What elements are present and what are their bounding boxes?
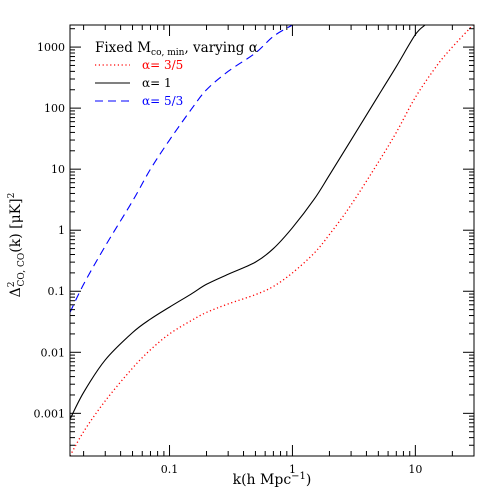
legend-label-2: α= 1 (142, 76, 172, 90)
y-tick-label: 0.1 (48, 285, 66, 298)
y-tick-label: 1000 (37, 41, 65, 54)
legend-title: Fixed Mco, min, varying α (95, 40, 258, 58)
series-line-1 (70, 25, 474, 456)
x-axis-title: k(h Mpc−1) (233, 471, 312, 488)
plot-frame (69, 24, 475, 457)
x-tick-label: 1 (289, 463, 296, 476)
y-tick-label: 0.01 (41, 346, 66, 359)
plot-area (70, 25, 474, 456)
y-tick-label: 1 (58, 224, 65, 237)
series-line-2 (70, 25, 426, 420)
y-tick-label: 10 (51, 163, 65, 176)
legend: Fixed Mco, min, varying α α= 3/5 α= 1 α= 5… (95, 40, 258, 108)
x-tick-label: 0.1 (161, 463, 179, 476)
legend-label-3: α= 5/3 (142, 94, 183, 108)
x-tick-label: 10 (408, 463, 422, 476)
y-tick-label: 100 (44, 102, 65, 115)
y-axis-title: Δ2CO, CO(k) [μK]2 (7, 193, 27, 298)
axes: 0.1 1 10 0.001 0.01 0.1 1 10 100 1000 (34, 24, 475, 476)
legend-label-1: α= 3/5 (142, 58, 183, 72)
series-line-3 (70, 25, 293, 313)
y-tick-label: 0.001 (34, 407, 66, 420)
